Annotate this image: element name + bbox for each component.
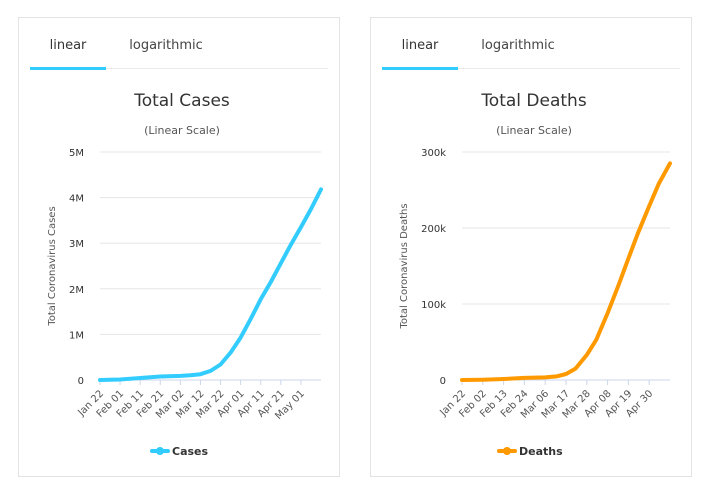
scale-tabs: linear logarithmic bbox=[30, 18, 328, 70]
y-tick-label: 200k bbox=[421, 224, 446, 235]
legend-label: Deaths bbox=[519, 445, 563, 458]
tab-linear[interactable]: linear bbox=[382, 38, 458, 70]
y-tick-label: 100k bbox=[421, 300, 446, 311]
scale-tabs: linear logarithmic bbox=[382, 18, 680, 70]
y-tick-label: 3M bbox=[69, 239, 84, 250]
cases-chart: Total Cases (Linear Scale) Total Coronavir… bbox=[47, 91, 323, 458]
legend-marker bbox=[503, 447, 511, 455]
deaths-chart: Total Deaths (Linear Scale) Total Coronavi… bbox=[399, 91, 672, 458]
tab-logarithmic[interactable]: logarithmic bbox=[481, 38, 555, 53]
y-axis-label: Total Coronavirus Deaths bbox=[399, 203, 410, 329]
y-tick-label: 0 bbox=[78, 376, 84, 387]
y-tick-label: 5M bbox=[69, 148, 84, 159]
y-tick-label: 2M bbox=[69, 285, 84, 296]
chart-title: Total Deaths bbox=[480, 91, 587, 111]
legend-label: Cases bbox=[172, 445, 209, 458]
y-tick-label: 300k bbox=[421, 148, 446, 159]
tab-linear[interactable]: linear bbox=[30, 38, 106, 70]
chart-title: Total Cases bbox=[133, 91, 230, 111]
cases-chart-panel: linear logarithmic Total Cases (Linear Sc… bbox=[18, 17, 340, 477]
series-line-cases bbox=[98, 187, 323, 382]
chart-subtitle: (Linear Scale) bbox=[496, 124, 572, 137]
legend-item-deaths[interactable]: Deaths bbox=[497, 445, 563, 458]
legend-marker bbox=[156, 447, 164, 455]
tab-logarithmic[interactable]: logarithmic bbox=[129, 38, 203, 53]
y-axis-label: Total Coronavirus Cases bbox=[47, 206, 58, 326]
legend-item-cases[interactable]: Cases bbox=[150, 445, 209, 458]
y-tick-label: 1M bbox=[69, 330, 84, 341]
y-tick-label: 4M bbox=[69, 194, 84, 205]
y-tick-label: 0 bbox=[440, 376, 446, 387]
deaths-chart-panel: linear logarithmic Total Deaths (Linear S… bbox=[370, 17, 692, 477]
chart-subtitle: (Linear Scale) bbox=[144, 124, 220, 137]
series-line-deaths bbox=[460, 161, 672, 382]
